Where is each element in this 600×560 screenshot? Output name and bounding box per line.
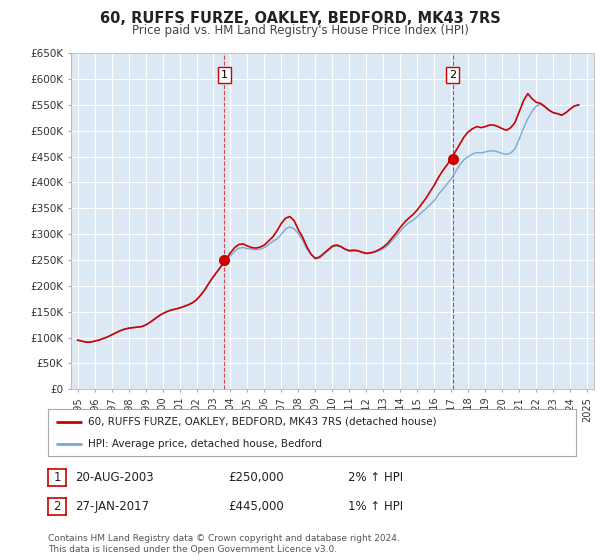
Text: 2: 2 bbox=[53, 500, 61, 514]
Text: 60, RUFFS FURZE, OAKLEY, BEDFORD, MK43 7RS: 60, RUFFS FURZE, OAKLEY, BEDFORD, MK43 7… bbox=[100, 11, 500, 26]
Text: 2% ↑ HPI: 2% ↑ HPI bbox=[348, 470, 403, 484]
Text: 20-AUG-2003: 20-AUG-2003 bbox=[75, 470, 154, 484]
Text: 1: 1 bbox=[221, 70, 228, 80]
Text: 1% ↑ HPI: 1% ↑ HPI bbox=[348, 500, 403, 514]
Text: 2: 2 bbox=[449, 70, 456, 80]
Text: HPI: Average price, detached house, Bedford: HPI: Average price, detached house, Bedf… bbox=[88, 438, 322, 449]
Text: This data is licensed under the Open Government Licence v3.0.: This data is licensed under the Open Gov… bbox=[48, 545, 337, 554]
Text: Price paid vs. HM Land Registry's House Price Index (HPI): Price paid vs. HM Land Registry's House … bbox=[131, 24, 469, 36]
Text: Contains HM Land Registry data © Crown copyright and database right 2024.: Contains HM Land Registry data © Crown c… bbox=[48, 534, 400, 543]
Text: £445,000: £445,000 bbox=[228, 500, 284, 514]
Text: 60, RUFFS FURZE, OAKLEY, BEDFORD, MK43 7RS (detached house): 60, RUFFS FURZE, OAKLEY, BEDFORD, MK43 7… bbox=[88, 417, 436, 427]
Text: £250,000: £250,000 bbox=[228, 470, 284, 484]
Text: 1: 1 bbox=[53, 470, 61, 484]
Text: 27-JAN-2017: 27-JAN-2017 bbox=[75, 500, 149, 514]
